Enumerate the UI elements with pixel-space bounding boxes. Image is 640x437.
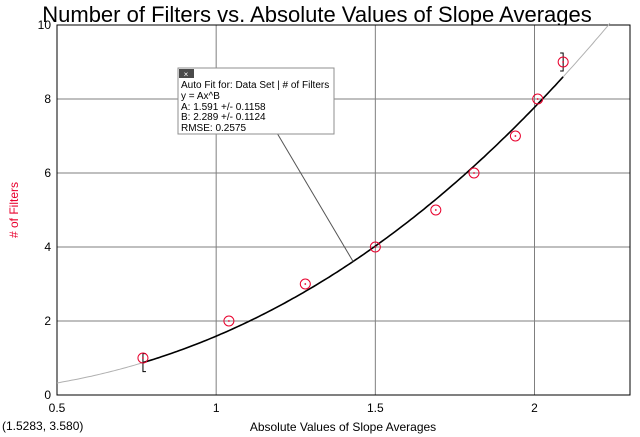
data-point-ring [509,130,521,142]
annotation-line-3: A: 1.591 +/- 0.1158 [181,102,266,113]
x-axis-label: Absolute Values of Slope Averages [250,420,436,434]
annotation-box [177,67,335,135]
data-point[interactable] [532,93,544,105]
data-point-ring [137,352,149,364]
data-point-ring [468,167,480,179]
grid [57,25,630,395]
data-point-center [142,357,144,359]
data-points [137,56,569,364]
data-point[interactable] [557,56,569,68]
chart-title: Number of Filters vs. Absolute Values of… [42,2,591,27]
annotation-line-4: B: 2.289 +/- 0.1124 [181,112,266,123]
data-point-ring [430,204,442,216]
data-point[interactable] [509,130,521,142]
y-axis-label: # of Filters [7,182,21,238]
annotation-line-5: RMSE: 0.2575 [181,123,246,134]
data-point-center [374,246,377,248]
x-tick-label: 1.5 [367,401,384,415]
data-point[interactable] [430,204,442,216]
coordinate-readout: (1.5283, 3.580) [2,419,83,433]
x-tick-label: 0.5 [49,401,66,415]
data-point[interactable] [223,315,235,327]
x-tick-label: 1 [213,401,220,415]
data-point-center [536,98,539,100]
y-tick-label: 8 [44,92,51,106]
annotation-pointer [276,132,354,262]
fit-annotation[interactable]: × Auto Fit for: Data Set | # of Filters … [177,67,354,262]
data-point[interactable] [369,241,381,253]
data-point-center [562,61,565,63]
annotation-close-glyph: × [184,70,189,79]
data-point[interactable] [137,352,149,364]
y-tick-label: 6 [44,166,51,180]
data-point[interactable] [299,278,311,290]
data-point-ring [223,315,235,327]
data-point-center [228,320,230,322]
data-point-ring [557,56,569,68]
annotation-line-1: Auto Fit for: Data Set | # of Filters [181,80,329,91]
tick-labels: 0.5 1 1.5 2 0 2 4 6 8 10 [38,18,539,415]
x-tick-label: 2 [531,401,538,415]
plot-area [57,25,630,395]
y-tick-label: 2 [44,314,51,328]
data-point-ring [532,93,544,105]
data-point[interactable] [468,167,480,179]
data-point-ring [299,278,311,290]
data-point-center [514,135,517,137]
y-tick-label: 10 [38,18,52,32]
y-tick-label: 0 [44,388,51,402]
y-tick-label: 4 [44,240,51,254]
data-point-center [434,209,437,211]
data-point-ring [369,241,381,253]
data-point-center [473,172,475,174]
annotation-close-icon[interactable] [179,69,194,78]
plot-border [56,24,631,396]
annotation-line-2: y = Ax^B [181,91,220,102]
data-point-center [304,283,307,285]
